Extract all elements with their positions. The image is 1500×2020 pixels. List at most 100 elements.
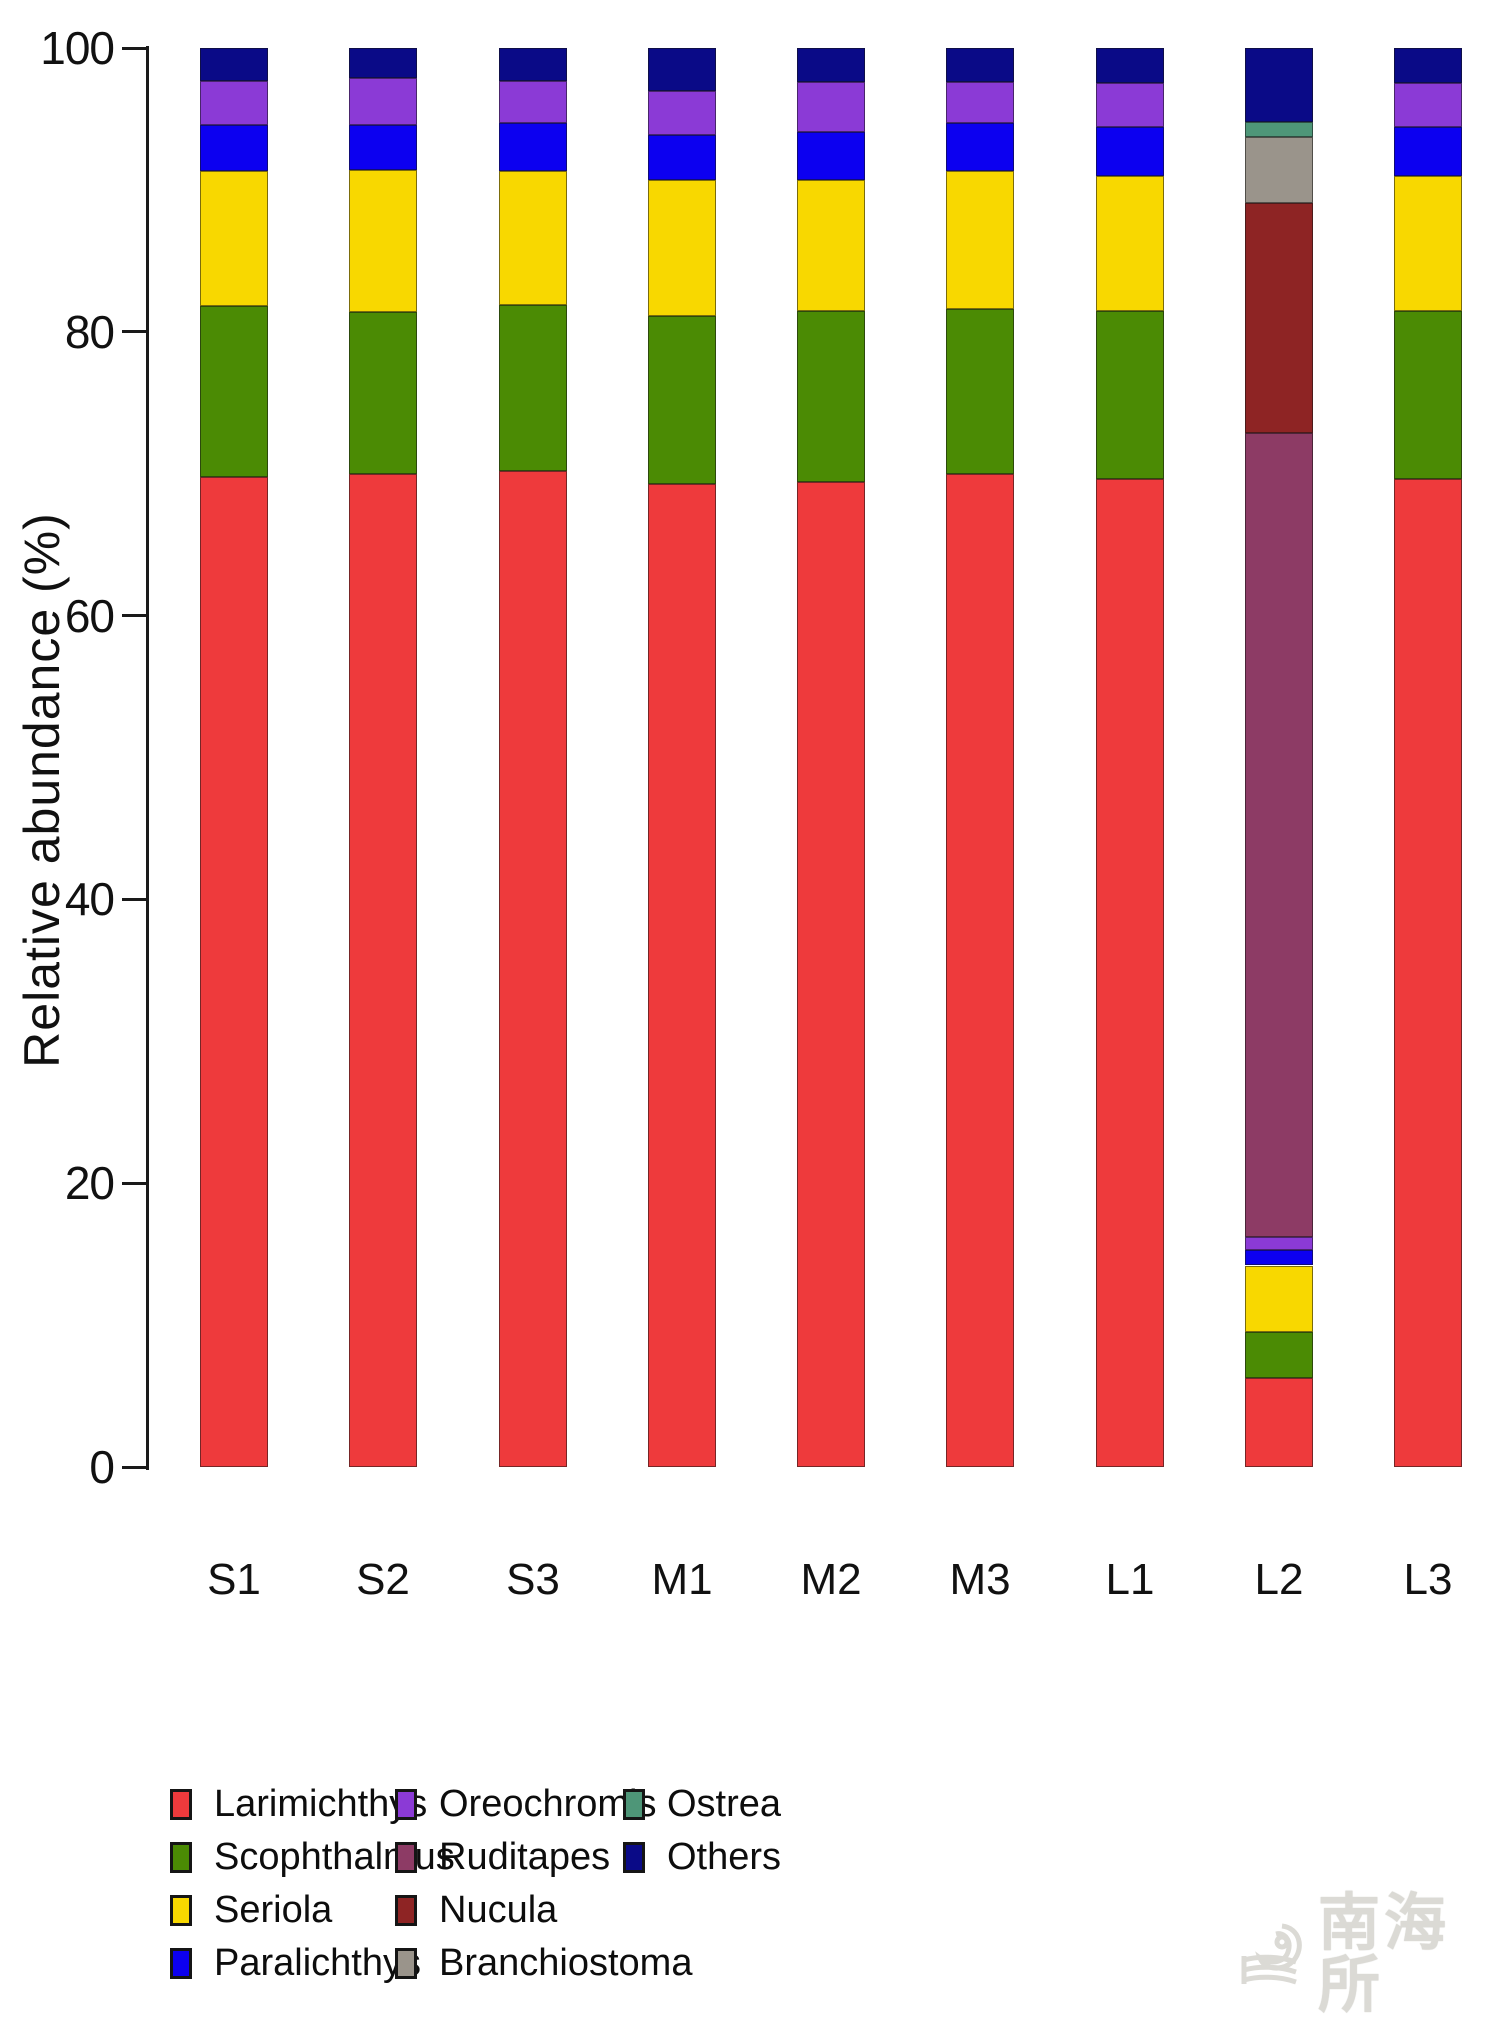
legend-item-ruditapes: Ruditapes bbox=[395, 1838, 610, 1876]
bar-segment-oreochromis bbox=[200, 80, 268, 125]
bar-segment-paralichthys bbox=[200, 124, 268, 172]
legend-item-paralichthys: Paralichthys bbox=[170, 1944, 421, 1982]
bar-segment-seriola bbox=[200, 171, 268, 307]
bar-S2 bbox=[349, 48, 417, 1467]
legend-label: Seriola bbox=[214, 1889, 333, 1931]
bar-M2 bbox=[797, 48, 865, 1467]
bar-segment-paralichthys bbox=[1245, 1249, 1313, 1266]
bar-segment-seriola bbox=[499, 171, 567, 305]
y-axis-tick bbox=[122, 897, 146, 901]
bar-segment-seriola bbox=[946, 171, 1014, 310]
legend-item-oreochromis: Oreochromis bbox=[395, 1785, 657, 1823]
bar-segment-paralichthys bbox=[1394, 127, 1462, 176]
bar-segment-oreochromis bbox=[1245, 1237, 1313, 1250]
bar-segment-others bbox=[648, 48, 716, 91]
bar-segment-ruditapes bbox=[1245, 432, 1313, 1238]
bar-segment-oreochromis bbox=[349, 77, 417, 125]
legend-swatch-seriola bbox=[170, 1894, 192, 1926]
legend-swatch-paralichthys bbox=[170, 1947, 192, 1979]
bar-segment-paralichthys bbox=[797, 131, 865, 180]
bar-segment-larimichthys bbox=[200, 476, 268, 1467]
legend-label: Ostrea bbox=[667, 1783, 782, 1825]
y-axis-tick-label: 20 bbox=[64, 1157, 115, 1210]
legend-label: Paralichthys bbox=[214, 1942, 421, 1984]
bar-segment-seriola bbox=[797, 179, 865, 311]
legend-swatch-scophthalmus bbox=[170, 1841, 192, 1873]
y-axis-tick bbox=[122, 1465, 146, 1469]
legend-swatch-oreochromis bbox=[395, 1788, 417, 1820]
legend-item-larimichthys: Larimichthys bbox=[170, 1785, 427, 1823]
bar-segment-scophthalmus bbox=[349, 311, 417, 474]
bar-S1 bbox=[200, 48, 268, 1467]
bar-segment-seriola bbox=[1096, 175, 1164, 311]
bar-S3 bbox=[499, 48, 567, 1467]
bar-segment-oreochromis bbox=[797, 82, 865, 132]
y-axis-tick bbox=[122, 614, 146, 618]
watermark: 南海所 bbox=[1238, 1893, 1500, 2017]
bar-segment-scophthalmus bbox=[648, 316, 716, 484]
bar-segment-oreochromis bbox=[1394, 83, 1462, 128]
bar-segment-scophthalmus bbox=[1394, 310, 1462, 480]
bar-segment-others bbox=[797, 48, 865, 83]
fish-logo-icon bbox=[1238, 1916, 1312, 1995]
bar-segment-paralichthys bbox=[499, 123, 567, 172]
bar-segment-scophthalmus bbox=[946, 309, 1014, 474]
legend-item-seriola: Seriola bbox=[170, 1891, 332, 1929]
legend-label: Oreochromis bbox=[439, 1783, 657, 1825]
legend-swatch-ostrea bbox=[623, 1788, 645, 1820]
bar-segment-scophthalmus bbox=[499, 304, 567, 471]
bar-L2 bbox=[1245, 48, 1313, 1467]
bar-segment-paralichthys bbox=[946, 123, 1014, 172]
y-axis-tick-label: 100 bbox=[40, 22, 115, 74]
x-axis-label-M1: M1 bbox=[651, 1555, 713, 1604]
legend-label: Others bbox=[667, 1836, 782, 1878]
bar-segment-seriola bbox=[1394, 175, 1462, 311]
bar-M1 bbox=[648, 48, 716, 1467]
bar-segment-scophthalmus bbox=[797, 310, 865, 483]
legend-item-nucula: Nucula bbox=[395, 1891, 557, 1929]
legend-swatch-others bbox=[623, 1841, 645, 1873]
x-axis-label-M3: M3 bbox=[949, 1555, 1011, 1604]
x-axis-label-L1: L1 bbox=[1105, 1555, 1155, 1604]
legend-item-branchiostoma: Branchiostoma bbox=[395, 1944, 692, 1982]
bar-segment-larimichthys bbox=[1394, 479, 1462, 1467]
bar-segment-scophthalmus bbox=[200, 306, 268, 477]
bar-segment-oreochromis bbox=[499, 80, 567, 124]
legend-swatch-branchiostoma bbox=[395, 1947, 417, 1979]
x-axis-label-S1: S1 bbox=[207, 1555, 261, 1604]
y-axis-line bbox=[146, 46, 149, 1470]
bar-segment-larimichthys bbox=[1096, 479, 1164, 1467]
x-axis-label-L3: L3 bbox=[1403, 1555, 1453, 1604]
watermark-text: 南海所 bbox=[1318, 1889, 1451, 2020]
bar-segment-seriola bbox=[648, 179, 716, 317]
legend-swatch-nucula bbox=[395, 1894, 417, 1926]
bar-segment-ostrea bbox=[1245, 121, 1313, 138]
x-axis-label-L2: L2 bbox=[1254, 1555, 1304, 1604]
bar-L1 bbox=[1096, 48, 1164, 1467]
x-axis-label-S2: S2 bbox=[356, 1555, 410, 1604]
bar-segment-others bbox=[349, 48, 417, 78]
bar-segment-larimichthys bbox=[946, 473, 1014, 1467]
y-axis-tick bbox=[122, 330, 146, 334]
y-axis-tick bbox=[122, 1181, 146, 1185]
bar-segment-larimichthys bbox=[648, 483, 716, 1467]
legend-label: Nucula bbox=[439, 1889, 558, 1931]
bar-segment-oreochromis bbox=[648, 90, 716, 135]
bar-segment-scophthalmus bbox=[1245, 1332, 1313, 1378]
legend-label: Ruditapes bbox=[439, 1836, 611, 1878]
legend-swatch-ruditapes bbox=[395, 1841, 417, 1873]
y-axis-tick-label: 80 bbox=[64, 305, 115, 358]
bar-M3 bbox=[946, 48, 1014, 1467]
bar-segment-others bbox=[200, 48, 268, 81]
y-axis-tick-label: 40 bbox=[64, 873, 115, 926]
bar-segment-nucula bbox=[1245, 202, 1313, 433]
x-axis-label-S3: S3 bbox=[506, 1555, 560, 1604]
legend-swatch-larimichthys bbox=[170, 1788, 192, 1820]
bar-segment-paralichthys bbox=[1096, 127, 1164, 176]
bar-segment-larimichthys bbox=[499, 470, 567, 1467]
bar-segment-others bbox=[1394, 48, 1462, 84]
bar-segment-scophthalmus bbox=[1096, 310, 1164, 480]
bar-segment-others bbox=[1245, 48, 1313, 122]
bar-segment-seriola bbox=[1245, 1265, 1313, 1333]
